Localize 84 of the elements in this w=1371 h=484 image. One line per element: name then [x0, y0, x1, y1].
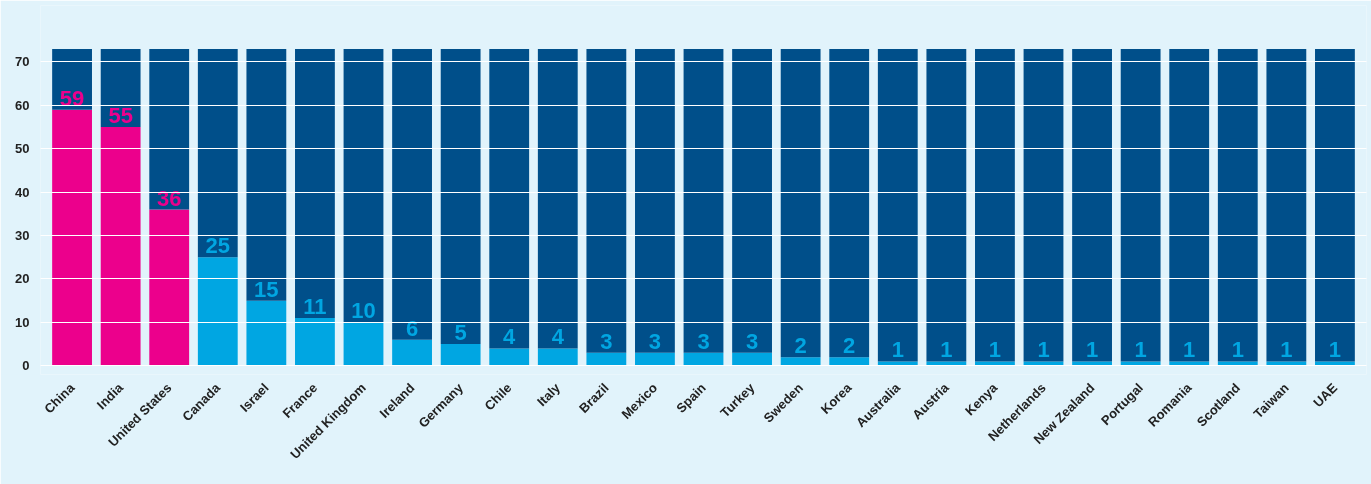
bar — [392, 48, 432, 340]
bar — [829, 357, 870, 366]
data-label: 4 — [551, 324, 565, 350]
data-label: 3 — [745, 328, 759, 354]
bar — [683, 352, 724, 366]
y-tick-label: 10 — [15, 314, 30, 330]
bar — [100, 127, 141, 366]
bar — [1072, 48, 1112, 362]
bar — [635, 48, 675, 353]
data-label: 15 — [254, 276, 279, 302]
bar — [1072, 361, 1112, 366]
data-label: 3 — [697, 328, 710, 354]
bar — [1169, 361, 1210, 366]
bar — [877, 48, 918, 362]
bar — [440, 344, 481, 366]
data-label: 1 — [1134, 337, 1147, 363]
bar — [780, 357, 821, 366]
bar — [1023, 361, 1064, 366]
data-label: 1 — [891, 337, 904, 363]
bar — [392, 339, 432, 366]
bar — [246, 48, 287, 301]
bar — [1266, 48, 1307, 362]
bar — [780, 48, 821, 358]
bar — [586, 48, 627, 353]
data-label: 1 — [1328, 337, 1342, 363]
y-tick-label: 0 — [22, 358, 30, 374]
bar — [537, 48, 578, 349]
bar — [295, 48, 335, 319]
data-label: 10 — [351, 298, 376, 324]
data-label: 1 — [1085, 337, 1099, 363]
bar — [926, 48, 967, 362]
bar — [197, 48, 238, 258]
bar — [877, 361, 918, 366]
bar — [1217, 361, 1258, 366]
bar — [926, 361, 967, 366]
bar — [1120, 361, 1161, 366]
bar — [295, 318, 335, 366]
bar — [975, 361, 1015, 366]
data-label: 1 — [1231, 337, 1244, 363]
data-label: 4 — [503, 324, 517, 350]
data-label: 3 — [600, 328, 613, 354]
bar — [489, 48, 530, 349]
bar — [537, 348, 578, 366]
bar — [197, 257, 238, 366]
data-label: 5 — [454, 320, 467, 346]
bar — [1315, 361, 1355, 366]
y-tick-label: 40 — [15, 184, 30, 200]
y-tick-label: 30 — [15, 228, 30, 244]
data-label: 3 — [648, 328, 662, 354]
data-label: 1 — [988, 337, 1002, 363]
bar — [1120, 48, 1161, 362]
data-label: 2 — [843, 333, 856, 359]
bar — [975, 48, 1015, 362]
bar — [732, 48, 772, 353]
bar — [1217, 48, 1258, 362]
bar — [52, 109, 92, 366]
data-label: 1 — [1037, 337, 1050, 363]
bar — [586, 352, 627, 366]
data-label: 2 — [794, 333, 807, 359]
bar — [343, 48, 384, 323]
y-tick-label: 50 — [15, 141, 30, 157]
bar — [440, 48, 481, 345]
bar — [489, 348, 530, 366]
bar — [149, 48, 190, 210]
data-label: 11 — [303, 294, 327, 320]
bar — [1266, 361, 1307, 366]
data-label: 1 — [1280, 337, 1293, 363]
bar — [732, 352, 772, 366]
bar — [1169, 48, 1210, 362]
data-label: 1 — [940, 337, 953, 363]
bar — [683, 48, 724, 353]
y-tick-label: 60 — [15, 97, 30, 113]
data-label: 25 — [205, 233, 231, 259]
y-tick-label: 20 — [15, 271, 30, 287]
data-label: 1 — [1183, 337, 1196, 363]
bar — [1315, 48, 1355, 362]
bar — [635, 352, 675, 366]
bar — [829, 48, 870, 358]
bar — [246, 300, 287, 366]
bar — [1023, 48, 1064, 362]
bar — [343, 322, 384, 366]
y-tick-label: 70 — [15, 54, 30, 70]
data-label: 55 — [108, 103, 133, 129]
bar — [149, 209, 190, 366]
